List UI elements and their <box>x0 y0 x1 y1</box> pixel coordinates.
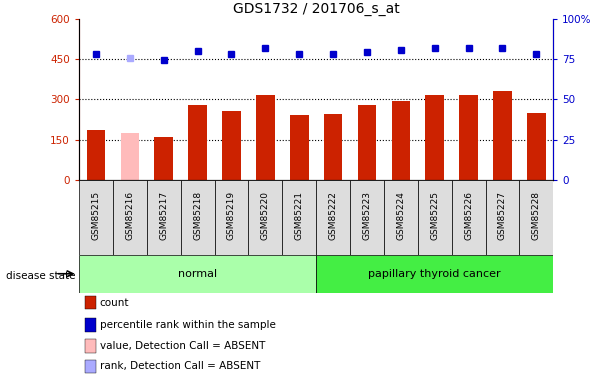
Text: GSM85226: GSM85226 <box>464 191 473 240</box>
Bar <box>358 105 376 180</box>
Bar <box>459 95 478 180</box>
Text: GSM85225: GSM85225 <box>430 191 439 240</box>
Text: GSM85227: GSM85227 <box>498 191 507 240</box>
Bar <box>452 180 486 255</box>
Text: disease state: disease state <box>6 271 75 280</box>
Text: GSM85215: GSM85215 <box>91 191 100 240</box>
Bar <box>392 101 410 180</box>
Text: GSM85223: GSM85223 <box>362 191 371 240</box>
Bar <box>519 180 553 255</box>
Bar <box>147 180 181 255</box>
Text: GSM85216: GSM85216 <box>125 191 134 240</box>
Bar <box>316 180 350 255</box>
Text: normal: normal <box>178 269 217 279</box>
Bar <box>113 180 147 255</box>
Title: GDS1732 / 201706_s_at: GDS1732 / 201706_s_at <box>233 2 399 16</box>
Text: value, Detection Call = ABSENT: value, Detection Call = ABSENT <box>100 341 265 351</box>
Bar <box>486 180 519 255</box>
Text: GSM85219: GSM85219 <box>227 191 236 240</box>
Text: GSM85224: GSM85224 <box>396 191 406 240</box>
Bar <box>188 105 207 180</box>
Bar <box>79 180 113 255</box>
Bar <box>222 111 241 180</box>
Bar <box>426 95 444 180</box>
Bar <box>154 137 173 180</box>
Text: GSM85220: GSM85220 <box>261 191 270 240</box>
Text: GSM85222: GSM85222 <box>328 191 337 240</box>
Bar <box>316 255 553 292</box>
Bar <box>290 116 308 180</box>
Bar <box>215 180 249 255</box>
Bar <box>324 114 342 180</box>
Text: rank, Detection Call = ABSENT: rank, Detection Call = ABSENT <box>100 362 260 371</box>
Bar <box>256 95 275 180</box>
Bar <box>79 255 316 292</box>
Text: GSM85218: GSM85218 <box>193 191 202 240</box>
Bar <box>493 92 512 180</box>
Text: percentile rank within the sample: percentile rank within the sample <box>100 320 275 330</box>
Text: count: count <box>100 298 130 307</box>
Bar <box>384 180 418 255</box>
Text: GSM85217: GSM85217 <box>159 191 168 240</box>
Text: GSM85221: GSM85221 <box>295 191 304 240</box>
Bar <box>249 180 282 255</box>
Bar <box>87 130 105 180</box>
Bar <box>181 180 215 255</box>
Bar <box>418 180 452 255</box>
Text: papillary thyroid cancer: papillary thyroid cancer <box>368 269 501 279</box>
Bar <box>120 133 139 180</box>
Bar <box>527 113 545 180</box>
Bar <box>282 180 316 255</box>
Text: GSM85228: GSM85228 <box>532 191 541 240</box>
Bar <box>350 180 384 255</box>
